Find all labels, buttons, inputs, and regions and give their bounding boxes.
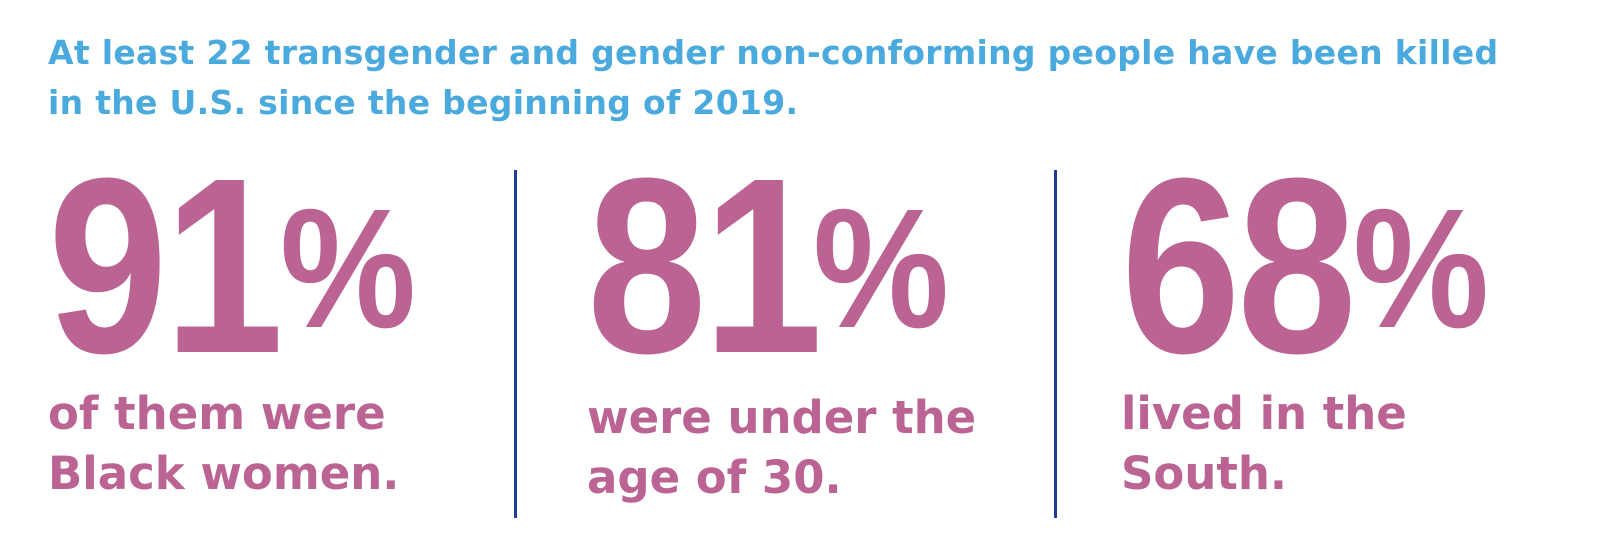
stat-value: 91 xyxy=(48,126,284,405)
stat-caption: lived in the South. xyxy=(1121,384,1407,504)
stat-caption-line-1: lived in the xyxy=(1121,387,1407,440)
stat-number: 68 % xyxy=(1121,126,1489,405)
stat-under-30: 81 % were under the age of 30. xyxy=(587,126,976,508)
stat-black-women: 91 % of them were Black women. xyxy=(48,126,416,504)
stat-value: 81 xyxy=(587,126,823,405)
stat-lived-in-south: 68 % lived in the South. xyxy=(1121,126,1489,504)
headline: At least 22 transgender and gender non-c… xyxy=(48,28,1548,128)
headline-line-2: in the U.S. since the beginning of 2019. xyxy=(48,83,799,122)
stat-caption: were under the age of 30. xyxy=(587,388,976,508)
percent-sign: % xyxy=(813,174,950,364)
percent-sign: % xyxy=(1353,174,1490,364)
stat-caption-line-1: of them were xyxy=(48,387,386,440)
stat-caption-line-2: age of 30. xyxy=(587,451,842,504)
stat-caption-line-2: Black women. xyxy=(48,447,400,500)
column-divider xyxy=(1054,170,1057,518)
column-divider xyxy=(514,170,517,518)
stat-caption-line-2: South. xyxy=(1121,447,1288,500)
stat-caption: of them were Black women. xyxy=(48,384,399,504)
stat-value: 68 xyxy=(1121,126,1357,405)
stat-number: 91 % xyxy=(48,126,416,405)
stat-caption-line-1: were under the xyxy=(587,391,977,444)
stat-number: 81 % xyxy=(587,126,976,405)
headline-line-1: At least 22 transgender and gender non-c… xyxy=(48,33,1499,72)
percent-sign: % xyxy=(280,174,417,364)
